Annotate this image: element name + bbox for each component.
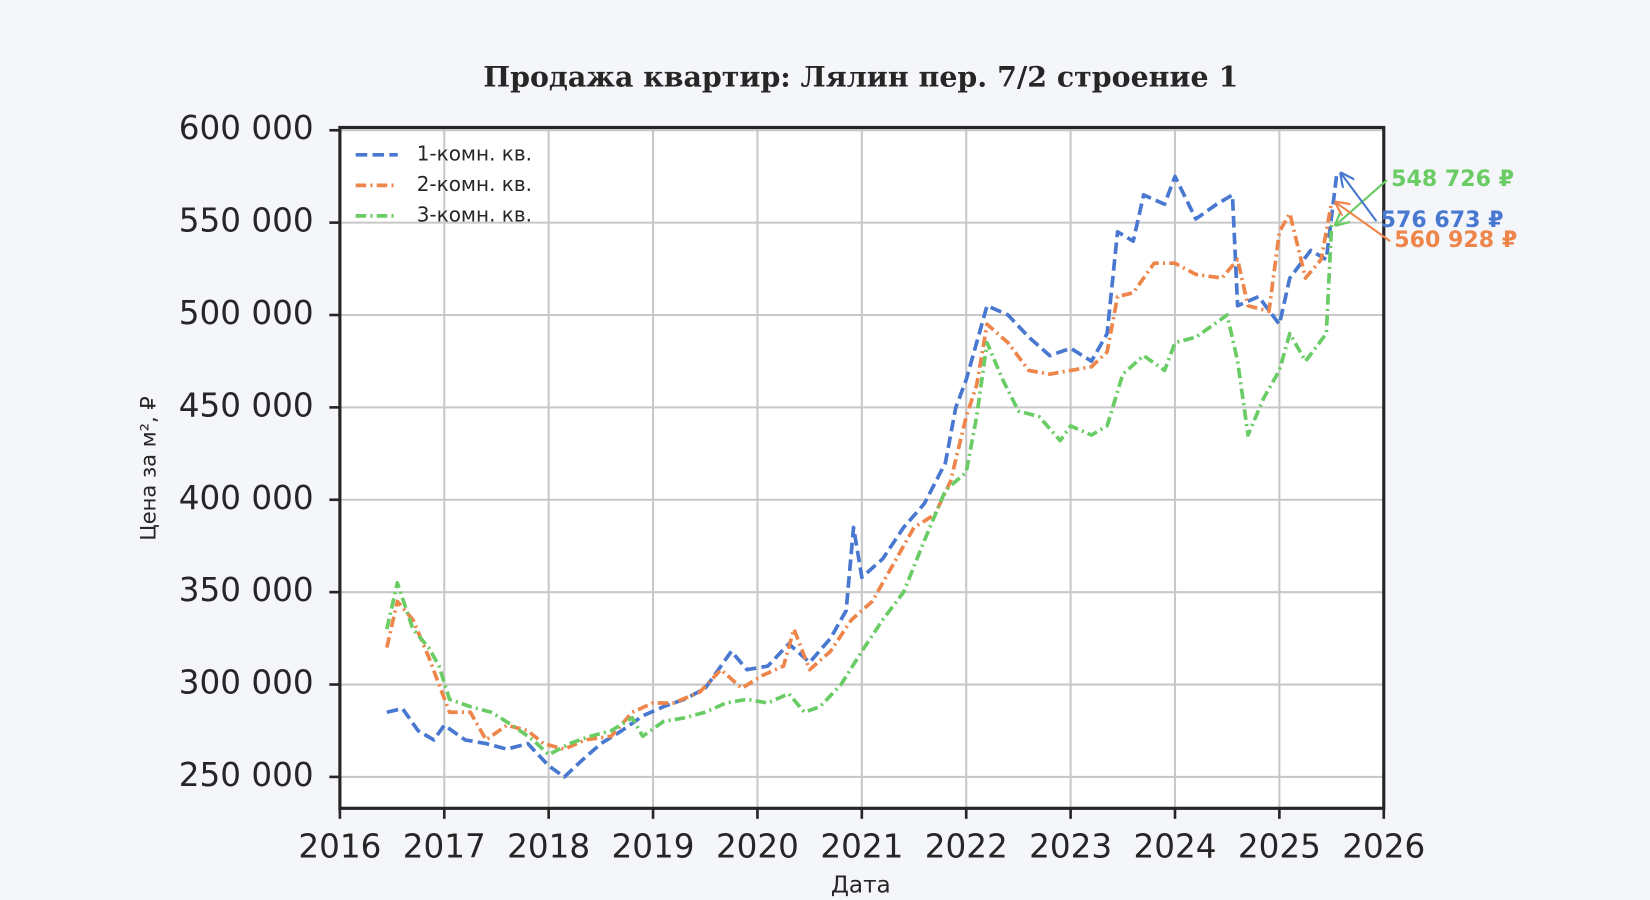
y-tick-label: 350 000: [179, 571, 314, 609]
annotation-label: 560 928 ₽: [1394, 227, 1517, 253]
x-tick-label: 2021: [820, 827, 903, 865]
x-tick-label: 2024: [1133, 827, 1216, 865]
y-axis-label: Цена за м², ₽: [135, 396, 160, 540]
y-tick-label: 450 000: [179, 386, 314, 424]
legend-label: 1-комн. кв.: [417, 141, 532, 165]
x-tick-label: 2019: [612, 827, 695, 865]
y-tick-label: 300 000: [179, 664, 314, 702]
x-axis-label: Дата: [831, 873, 891, 899]
x-tick-label: 2022: [925, 827, 1008, 865]
x-tick-label: 2023: [1029, 827, 1112, 865]
y-tick-label: 250 000: [179, 756, 314, 794]
chart-title: Продажа квартир: Лялин пер. 7/2 строение…: [483, 60, 1238, 94]
x-tick-label: 2025: [1238, 827, 1321, 865]
x-tick-label: 2020: [716, 827, 799, 865]
plot-frame: [338, 125, 1386, 810]
annotation-arrow: [1336, 202, 1391, 242]
annotation-label: 576 673 ₽: [1381, 207, 1504, 233]
y-tick-label: 600 000: [179, 109, 314, 147]
x-tick-label: 2016: [298, 827, 381, 865]
series-line: [385, 224, 1334, 757]
annotation-label: 548 726 ₽: [1391, 166, 1514, 192]
x-tick-label: 2026: [1342, 827, 1425, 865]
y-tick-label: 400 000: [179, 479, 314, 517]
x-tick-label: 2018: [507, 827, 590, 865]
annotation-arrow: [1341, 173, 1378, 222]
legend-label: 2-комн. кв.: [417, 172, 532, 196]
y-tick-label: 550 000: [179, 202, 314, 240]
legend-label: 3-комн. кв.: [417, 202, 532, 226]
series-line: [386, 173, 1339, 779]
series-line: [385, 202, 1334, 752]
x-tick-label: 2017: [403, 827, 486, 865]
y-tick-label: 500 000: [179, 294, 314, 332]
